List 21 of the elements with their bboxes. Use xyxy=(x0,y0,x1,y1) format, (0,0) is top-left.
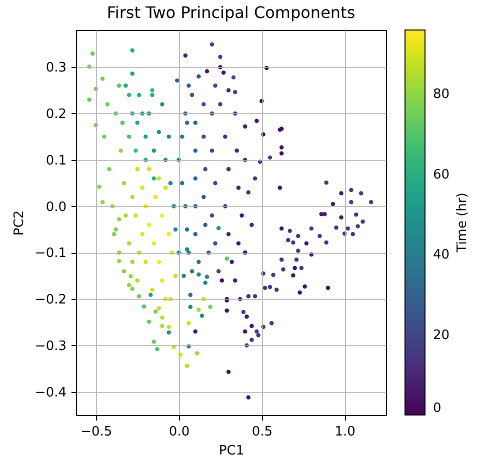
y-tick-label: 0.0 xyxy=(46,200,66,215)
y-tick-label: −0.4 xyxy=(34,385,66,400)
color-bar-title: Time (hr) xyxy=(455,192,470,254)
y-tick-label: −0.3 xyxy=(34,338,66,354)
y-tick-label: −0.2 xyxy=(34,292,66,308)
y-axis-title: PC2 xyxy=(12,210,27,236)
x-tick-label: 1.0 xyxy=(334,424,356,440)
x-tick-label: −0.5 xyxy=(80,424,112,440)
color-bar-label: 60 xyxy=(433,167,450,182)
chart-title: First Two Principal Components xyxy=(106,3,356,22)
x-axis-title: PC1 xyxy=(218,444,244,458)
x-tick-label: 0.0 xyxy=(168,424,190,440)
y-tick-label: 0.3 xyxy=(46,60,66,76)
color-bar-label: 80 xyxy=(433,87,450,102)
color-bar-label: 40 xyxy=(433,248,450,263)
color-bar-label: 0 xyxy=(433,401,442,416)
y-tick-label: 0.2 xyxy=(46,106,66,122)
x-tick-label: 0.5 xyxy=(252,424,273,440)
y-tick-label: −0.1 xyxy=(34,246,66,262)
color-bar-label: 20 xyxy=(433,328,450,343)
y-tick-label: 0.1 xyxy=(46,153,66,168)
